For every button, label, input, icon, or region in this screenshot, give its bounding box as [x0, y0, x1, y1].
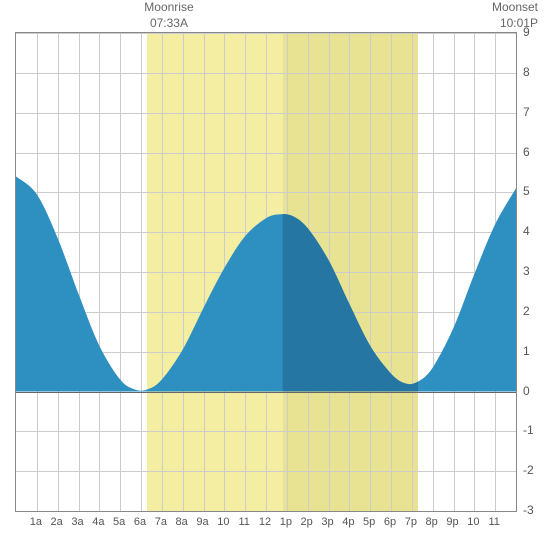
y-tick: -2: [523, 463, 534, 477]
y-tick: -3: [523, 503, 534, 517]
y-tick: 6: [523, 145, 530, 159]
tide-area: [16, 33, 516, 511]
y-tick: 5: [523, 184, 530, 198]
tide-chart: Moonrise 07:33A Moonset 10:01P 1a 2a 3a 4a 5…: [0, 0, 550, 550]
moonrise-time: 07:33A: [144, 16, 193, 32]
x-tick: 12: [259, 516, 271, 528]
x-tick: 2p: [301, 516, 313, 528]
x-tick: 2a: [51, 516, 63, 528]
x-tick: 3p: [321, 516, 333, 528]
x-tick: 11: [238, 516, 249, 528]
y-tick: 3: [523, 264, 530, 278]
x-tick: 10: [217, 516, 229, 528]
x-tick: 3a: [71, 516, 83, 528]
x-tick: 10: [467, 516, 479, 528]
y-tick: 9: [523, 25, 530, 39]
y-tick: 8: [523, 65, 530, 79]
zero-line: [16, 392, 516, 393]
grid-h: [16, 511, 516, 512]
x-tick: 1a: [30, 516, 42, 528]
x-tick: 4a: [92, 516, 104, 528]
y-tick: 2: [523, 304, 530, 318]
plot-area: [15, 32, 517, 512]
y-tick: 1: [523, 344, 530, 358]
x-tick: 1p: [280, 516, 292, 528]
x-tick: 4p: [342, 516, 354, 528]
y-tick: -1: [523, 423, 534, 437]
moonset-title: Moonset: [492, 0, 538, 16]
moonset-time: 10:01P: [492, 16, 538, 32]
y-tick: 4: [523, 224, 530, 238]
x-tick: 5p: [363, 516, 375, 528]
x-tick: 7p: [405, 516, 417, 528]
x-tick: 6a: [134, 516, 146, 528]
x-tick: 9a: [196, 516, 208, 528]
x-tick: 5a: [113, 516, 125, 528]
moonset-label: Moonset 10:01P: [492, 0, 538, 31]
moonrise-label: Moonrise 07:33A: [144, 0, 193, 31]
x-tick: 11: [488, 516, 499, 528]
x-tick: 8a: [176, 516, 188, 528]
y-tick: 7: [523, 105, 530, 119]
y-tick: 0: [523, 384, 530, 398]
x-tick: 8p: [426, 516, 438, 528]
x-tick: 9p: [446, 516, 458, 528]
x-tick: 7a: [155, 516, 167, 528]
moonrise-title: Moonrise: [144, 0, 193, 16]
x-tick: 6p: [384, 516, 396, 528]
